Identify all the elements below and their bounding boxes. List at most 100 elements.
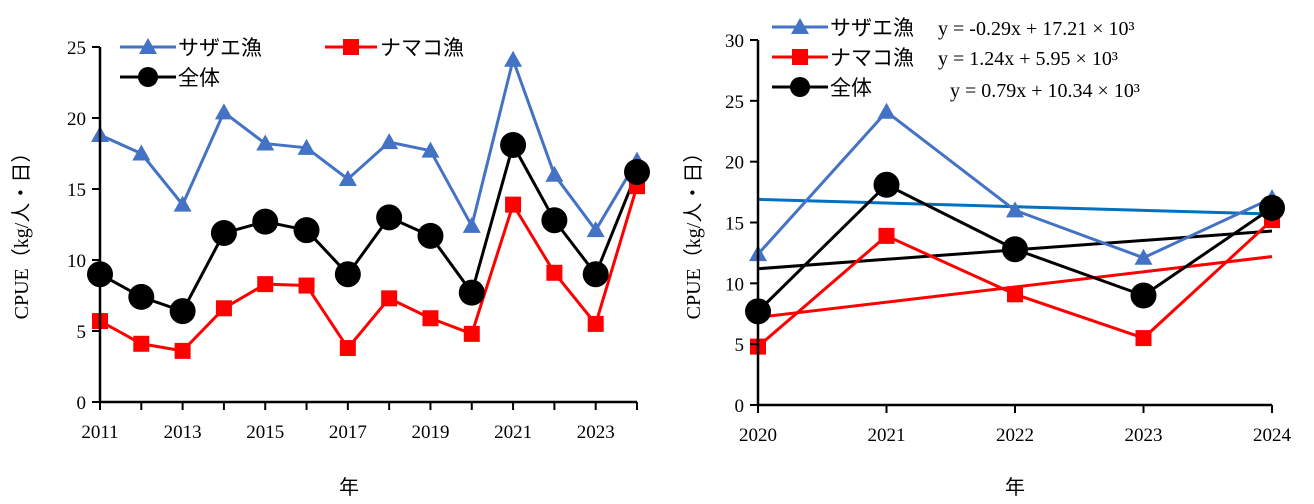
right-x-tick-label: 2020 [739, 425, 777, 446]
right-legend-label-total: 全体 [830, 76, 872, 100]
left-x-tick-label: 2013 [164, 422, 202, 443]
left-point-sazae [586, 221, 605, 238]
left-series-markers [87, 50, 650, 359]
left-legend-label-sazae: サザエ漁 [178, 36, 262, 60]
right-legend-marker-total [790, 77, 810, 97]
left-point-namako [422, 310, 439, 327]
left-point-total [541, 207, 568, 234]
right-ticks: 0 5 10 15 20 25 30 2020 2021 2022 2023 2024 [725, 31, 1292, 446]
left-point-total [128, 283, 155, 310]
left-legend: サザエ漁 ナマコ漁 全体 [120, 36, 464, 90]
right-point-sazae [877, 102, 896, 119]
left-series-line-total [99, 143, 639, 313]
left-x-tick-label: 2015 [246, 422, 284, 443]
right-x-tick-label: 2022 [996, 425, 1034, 446]
left-legend-label-namako: ナマコ漁 [380, 36, 464, 60]
left-point-namako [339, 340, 356, 357]
right-y-tick-label: 5 [735, 335, 745, 356]
left-y-axis-title: CPUE（kg/人・日） [10, 143, 33, 320]
left-y-tick-label: 20 [67, 109, 86, 130]
right-y-tick-label: 20 [725, 153, 744, 174]
left-point-namako [215, 300, 232, 317]
left-x-axis-title: 年 [339, 476, 359, 499]
left-point-sazae [297, 138, 316, 155]
left-point-sazae [545, 165, 564, 182]
right-point-sazae [1134, 248, 1153, 265]
left-point-total [293, 217, 320, 244]
left-point-total [417, 222, 444, 249]
right-point-total [1259, 194, 1285, 221]
left-point-namako [505, 196, 522, 213]
right-y-tick-label: 0 [735, 396, 745, 417]
left-point-namako [257, 276, 274, 293]
left-point-sazae [338, 170, 357, 187]
left-point-namako [546, 264, 563, 281]
right-point-namako [878, 227, 895, 244]
left-point-sazae [173, 195, 192, 212]
left-point-total [582, 261, 609, 288]
left-point-total [169, 298, 196, 325]
right-series-markers [745, 102, 1285, 355]
left-ticks: 0 5 10 15 20 25 2011 2013 2015 2017 2019 2021 2023 [67, 38, 638, 443]
right-legend-label-sazae: サザエ漁 [830, 16, 914, 40]
left-point-namako [298, 277, 315, 294]
left-point-sazae [132, 144, 151, 161]
right-point-total [873, 171, 900, 198]
right-y-tick-label: 10 [725, 274, 744, 295]
left-point-total [624, 158, 650, 185]
left-point-total [210, 220, 237, 247]
right-x-axis-title: 年 [1005, 476, 1025, 499]
left-point-sazae [504, 50, 523, 67]
left-point-namako [174, 342, 191, 359]
right-point-namako [1007, 286, 1023, 303]
right-point-sazae [1006, 201, 1024, 218]
left-legend-marker-total [138, 67, 158, 87]
right-y-tick-label: 25 [725, 92, 744, 113]
left-series-line-sazae [99, 58, 639, 232]
left-point-namako [463, 325, 480, 342]
right-x-tick-label: 2021 [868, 425, 906, 446]
right-trend-equation-total: y = 0.79x + 10.34 × 10³ [950, 80, 1140, 102]
left-y-tick-label: 15 [67, 180, 86, 201]
right-trend-equation-namako: y = 1.24x + 5.95 × 10³ [938, 48, 1118, 70]
left-point-total [334, 261, 361, 288]
left-point-sazae [380, 133, 399, 150]
left-x-tick-label: 2011 [81, 422, 118, 443]
right-x-tick-label: 2023 [1125, 425, 1163, 446]
right-y-tick-label: 15 [725, 214, 744, 235]
right-y-tick-label: 30 [725, 31, 744, 52]
left-x-tick-label: 2021 [494, 422, 532, 443]
left-point-total [252, 208, 279, 235]
left-point-sazae [214, 103, 233, 120]
right-point-namako [1135, 330, 1152, 347]
left-point-namako [587, 315, 604, 332]
right-legend-label-namako: ナマコ漁 [830, 46, 914, 70]
right-trend-equation-sazae: y = -0.29x + 17.21 × 10³ [938, 18, 1135, 40]
left-point-sazae [462, 216, 481, 233]
left-point-namako [133, 335, 150, 352]
right-series-lines [756, 110, 1274, 348]
right-x-tick-label: 2024 [1253, 425, 1292, 446]
left-point-namako [381, 290, 398, 307]
left-chart: 0 5 10 15 20 25 2011 2013 2015 2017 2019 2021 2023 C… [10, 36, 650, 499]
left-x-tick-label: 2017 [329, 422, 367, 443]
left-x-tick-label: 2023 [577, 422, 615, 443]
right-legend-marker-sazae [791, 18, 809, 34]
right-point-total [1002, 236, 1028, 263]
left-y-tick-label: 10 [67, 251, 86, 272]
right-legend-marker-namako [792, 49, 808, 65]
left-point-total [458, 279, 485, 306]
left-y-tick-label: 0 [77, 393, 87, 414]
left-legend-marker-namako [343, 39, 359, 55]
left-legend-marker-sazae [139, 38, 157, 54]
left-point-total [500, 131, 527, 158]
left-legend-label-total: 全体 [178, 66, 220, 90]
left-point-sazae [421, 141, 440, 158]
right-chart: 0 5 10 15 20 25 30 2020 2021 2022 2023 2024 CPUE（kg… [682, 16, 1292, 499]
left-point-sazae [256, 134, 275, 151]
left-point-total [376, 204, 403, 231]
right-point-total [1130, 282, 1157, 309]
left-x-tick-label: 2019 [411, 422, 449, 443]
left-y-tick-label: 25 [67, 38, 86, 59]
